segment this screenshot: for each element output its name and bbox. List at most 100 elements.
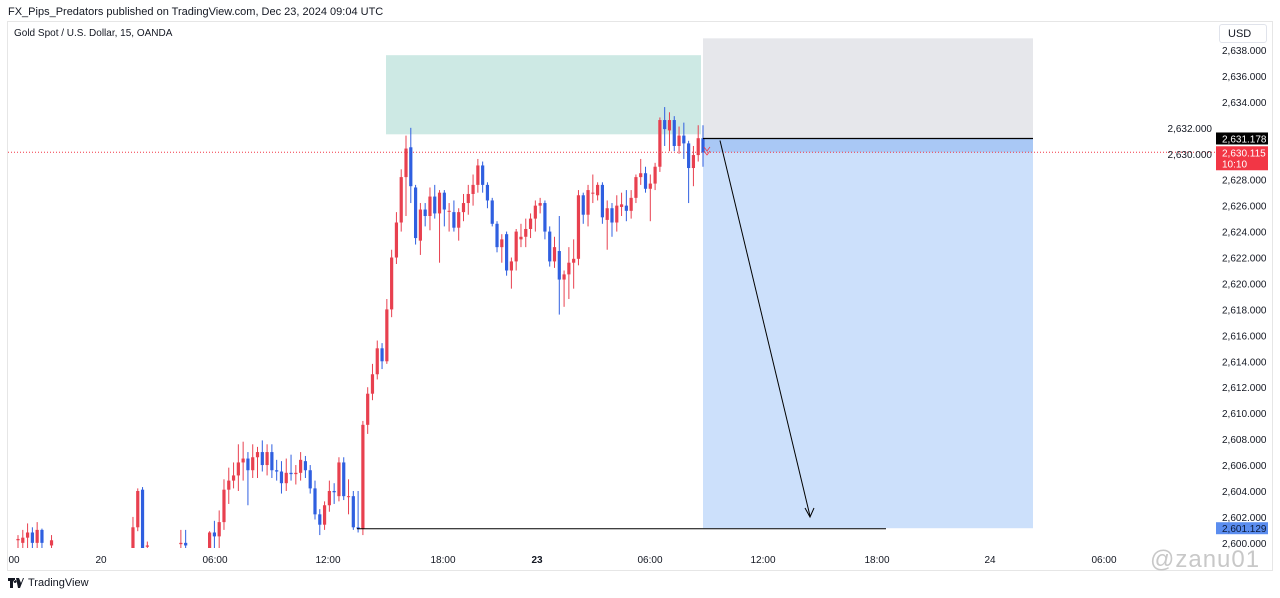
sell-marker-icon — [703, 146, 711, 156]
candle — [452, 200, 456, 232]
symbol-title[interactable]: Gold Spot / U.S. Dollar, 15, OANDA — [14, 28, 173, 39]
candle — [303, 455, 308, 479]
chart-frame — [7, 21, 1273, 571]
candle — [634, 174, 638, 204]
candle-body — [619, 204, 624, 207]
candle — [265, 444, 269, 476]
candle-body — [701, 138, 705, 153]
tradingview-logo[interactable]: TradingView — [8, 577, 89, 589]
candle-body — [270, 452, 274, 471]
last-price-label-bg — [1216, 146, 1268, 171]
candle-body — [485, 184, 490, 201]
candle — [385, 299, 389, 364]
candle-body — [145, 545, 149, 547]
candle — [289, 454, 293, 481]
candle — [557, 216, 561, 315]
candle-body — [509, 261, 513, 271]
supply-zone — [386, 55, 701, 135]
time-tick-label: 00 — [8, 555, 20, 566]
candle-body — [552, 247, 557, 262]
candle — [366, 387, 370, 434]
candle — [16, 535, 20, 548]
candle-body — [131, 527, 135, 548]
candle — [528, 213, 533, 239]
candle-body — [409, 147, 413, 187]
candle — [600, 182, 605, 224]
candle-body — [605, 208, 609, 220]
candle — [399, 169, 403, 232]
candle-body — [519, 236, 523, 240]
candle-body — [136, 490, 140, 528]
candle-body — [327, 490, 331, 506]
candle — [409, 127, 413, 204]
candle — [596, 182, 600, 201]
candle-body — [682, 135, 686, 144]
candle-body — [265, 452, 269, 466]
candle-body — [16, 538, 20, 541]
candle — [471, 174, 475, 206]
candle — [461, 193, 466, 222]
candle-body — [394, 222, 399, 258]
candle — [327, 480, 331, 512]
candle — [619, 192, 624, 217]
candle-body — [231, 475, 236, 481]
candle-body — [332, 490, 336, 493]
candle-body — [471, 184, 475, 194]
candle — [332, 483, 336, 504]
candle-body — [356, 527, 360, 529]
candle-body — [385, 309, 389, 362]
candle — [370, 363, 375, 401]
price-tick-label: 2,614.000 — [1222, 357, 1267, 368]
candle-body — [208, 532, 212, 548]
price-tick-label: 2,626.000 — [1222, 202, 1267, 213]
candle-body — [548, 231, 552, 262]
candle-body — [212, 532, 216, 537]
candle — [624, 190, 628, 222]
currency-selector[interactable]: USD — [1219, 24, 1267, 43]
candle-body — [236, 462, 240, 476]
candle-body — [413, 187, 418, 239]
candle — [514, 228, 518, 271]
candle — [270, 444, 274, 479]
candle — [313, 480, 317, 520]
candle — [615, 195, 619, 232]
candle-body — [433, 196, 437, 214]
candle-body — [505, 234, 509, 271]
candle-body — [648, 183, 652, 189]
candle — [581, 192, 585, 224]
candle-body — [184, 542, 188, 546]
candle-body — [533, 205, 537, 219]
candle — [30, 527, 34, 548]
candle-body — [557, 251, 561, 280]
candle — [658, 117, 662, 172]
time-tick-label: 06:00 — [637, 555, 662, 566]
candle — [356, 490, 360, 533]
candle — [275, 459, 279, 481]
candle-body — [447, 210, 451, 212]
publication-header: FX_Pips_Predators published on TradingVi… — [8, 6, 384, 18]
target-price-label-bg — [1216, 522, 1268, 535]
candle-body — [418, 209, 422, 241]
candle — [21, 529, 25, 548]
candle-body — [476, 165, 480, 185]
candle — [591, 174, 595, 204]
candle-body — [672, 120, 676, 146]
candle — [677, 126, 681, 154]
candle-body — [313, 488, 317, 515]
price-tick-label: 2,600.000 — [1222, 539, 1267, 550]
candle-body — [346, 496, 351, 498]
candle-body — [572, 258, 576, 263]
candle-body — [524, 228, 528, 237]
candle — [390, 249, 394, 318]
take-profit-zone — [703, 138, 1033, 529]
entry-price-label-bg — [1216, 132, 1268, 145]
candle — [279, 461, 284, 494]
candle-body — [514, 231, 518, 262]
candle-body — [567, 262, 571, 275]
candle — [586, 184, 590, 227]
candle-body — [428, 196, 432, 217]
candle — [375, 340, 379, 380]
candle-body — [251, 457, 255, 471]
candle — [318, 509, 322, 536]
